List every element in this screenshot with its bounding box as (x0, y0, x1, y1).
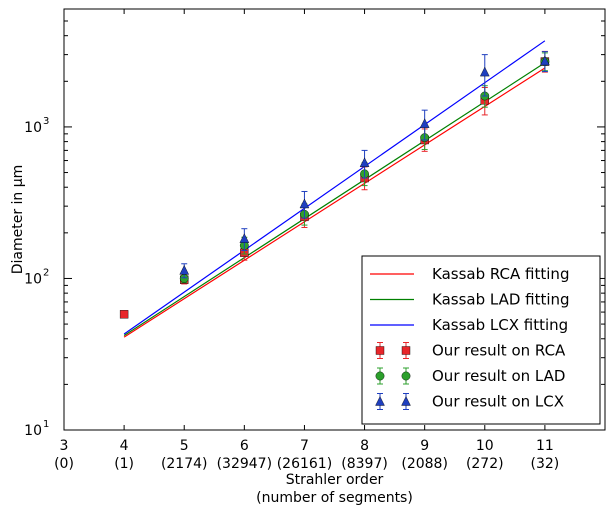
x-tick-label: 7 (300, 438, 309, 454)
data-point (359, 157, 370, 167)
x-tick-segments: (2088) (401, 456, 448, 472)
fit-line (123, 40, 546, 335)
legend-entry-label: Kassab LCX fitting (432, 316, 568, 334)
x-tick-segments: (26161) (277, 456, 332, 472)
x-axis-label: Strahler order (286, 472, 384, 488)
data-point (239, 233, 250, 243)
legend: Kassab RCA fitting Kassab LAD fitting Kass… (361, 255, 601, 425)
legend-marker-sample (401, 396, 411, 406)
y-axis-label: Diameter in μm (10, 165, 26, 275)
plot-layer (119, 40, 550, 338)
y-tick-exponent: 1 (43, 419, 49, 430)
y-tick-label: 10 (24, 271, 42, 287)
y-tick-exponent: 2 (43, 267, 49, 278)
legend-entry-label: Kassab LAD fitting (432, 291, 570, 309)
y-tick-label: 10 (24, 120, 42, 136)
x-tick-segments: (32947) (217, 456, 272, 472)
y-tick-label: 10 (24, 423, 42, 439)
y-tick-exponent: 3 (43, 116, 49, 127)
legend-box (361, 255, 601, 425)
fit-line (123, 67, 546, 338)
x-tick-segments: (2174) (161, 456, 208, 472)
x-tick-segments: (1) (114, 456, 134, 472)
x-tick-segments: (8397) (341, 456, 388, 472)
x-axis-sublabel: (number of segments) (256, 490, 413, 506)
data-point (179, 264, 190, 275)
legend-marker-sample (375, 396, 385, 406)
data-point (119, 310, 129, 319)
x-tick-label: 11 (536, 438, 554, 454)
legend-marker-sample (375, 371, 385, 381)
x-tick-label: 6 (240, 438, 249, 454)
data-point (540, 55, 550, 66)
legend-marker-sample (401, 371, 411, 381)
x-tick-label: 10 (476, 438, 494, 454)
ticks-layer: 3 (0) 4 (1) 5 (2174) 6 (32947) 7 (26161) 8 (8397) 9 (… (24, 8, 605, 472)
legend-entry-label: Our result on LCX (432, 393, 564, 411)
x-tick-label: 8 (360, 438, 369, 454)
data-point (299, 198, 310, 209)
x-tick-segments: (32) (531, 456, 560, 472)
x-tick-label: 5 (180, 438, 189, 454)
legend-entry-label: Kassab RCA fitting (432, 265, 569, 283)
legend-marker-sample (375, 346, 385, 355)
fit-line (123, 62, 546, 337)
x-tick-label: 9 (420, 438, 429, 454)
data-point (479, 66, 490, 77)
legend-marker-sample (401, 346, 411, 355)
x-tick-segments: (0) (54, 456, 74, 472)
x-tick-segments: (272) (466, 456, 504, 472)
legend-entry-label: Our result on LAD (432, 367, 565, 385)
legend-entry-label: Our result on RCA (432, 342, 566, 360)
x-tick-label: 3 (60, 438, 69, 454)
data-point (419, 118, 430, 128)
x-tick-label: 4 (120, 438, 129, 454)
plot-frame (63, 8, 606, 431)
